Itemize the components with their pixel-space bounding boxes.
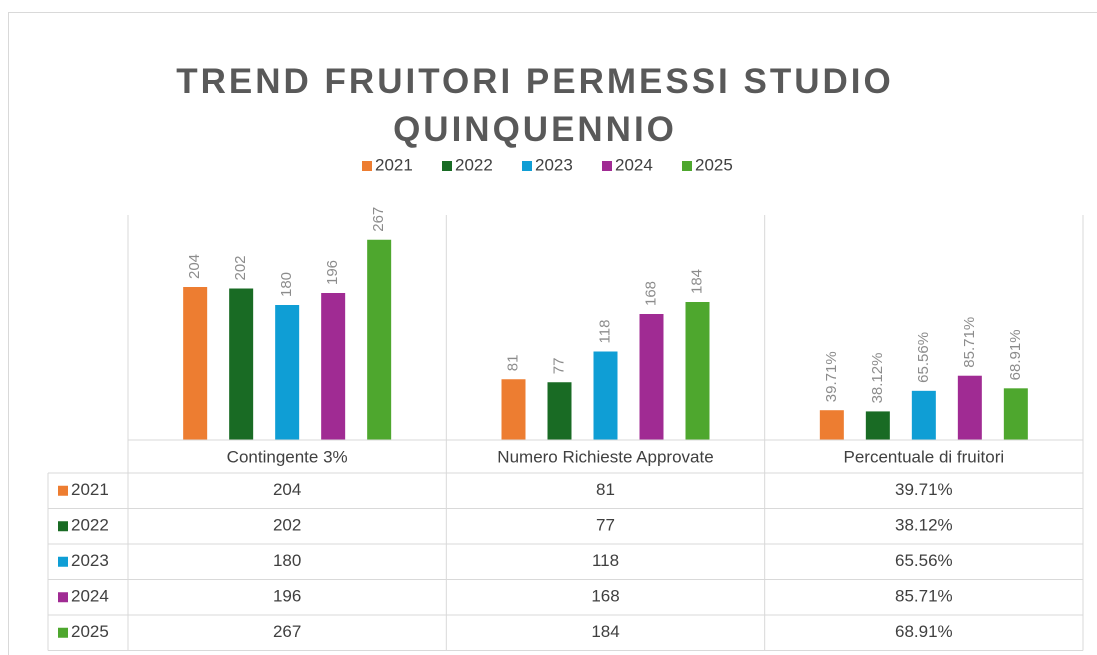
table-cell: 85.71% — [895, 587, 953, 606]
bar — [957, 375, 982, 440]
bar — [685, 302, 710, 440]
bar — [547, 382, 572, 440]
bar — [501, 379, 526, 440]
bar — [911, 390, 936, 440]
bar — [593, 351, 618, 440]
bar — [229, 288, 254, 440]
data-label: 81 — [504, 355, 521, 372]
data-label: 267 — [370, 207, 387, 232]
x-tick-label: Contingente 3% — [227, 447, 348, 466]
table-row-label: 2024 — [71, 587, 109, 606]
bar — [321, 293, 346, 440]
data-label: 68.91% — [1007, 329, 1024, 380]
data-label: 39.71% — [823, 351, 840, 402]
table-cell: 68.91% — [895, 622, 953, 641]
table-cell: 204 — [273, 480, 301, 499]
table-legend-swatch — [58, 521, 68, 532]
data-label: 180 — [278, 272, 295, 297]
bar — [639, 314, 664, 440]
table-cell: 118 — [592, 551, 619, 570]
data-label: 85.71% — [961, 317, 978, 368]
chart-frame — [8, 12, 1097, 655]
legend-label: 2023 — [535, 155, 573, 174]
table-row-label: 2022 — [71, 516, 109, 535]
table-legend-swatch — [58, 592, 68, 603]
table-cell: 81 — [596, 480, 615, 499]
table-legend-swatch — [58, 485, 68, 496]
bar — [183, 287, 208, 440]
legend-swatch — [362, 161, 372, 171]
bar — [865, 411, 890, 440]
table-cell: 168 — [591, 587, 619, 606]
table-cell: 77 — [596, 516, 615, 535]
data-label: 77 — [550, 358, 567, 375]
table-row-label: 2023 — [71, 551, 109, 570]
table-cell: 196 — [273, 587, 301, 606]
legend-label: 2022 — [455, 155, 493, 174]
data-label: 38.12% — [869, 353, 886, 404]
table-row-label: 2025 — [71, 622, 109, 641]
data-label: 168 — [642, 281, 659, 306]
data-label: 184 — [688, 269, 705, 294]
table-cell: 267 — [273, 622, 301, 641]
table-cell: 39.71% — [895, 480, 953, 499]
table-cell: 65.56% — [895, 551, 953, 570]
data-label: 202 — [232, 255, 249, 280]
bar — [275, 305, 300, 440]
data-label: 196 — [324, 260, 341, 285]
table-cell: 38.12% — [895, 516, 953, 535]
bar — [819, 410, 844, 440]
legend-swatch — [442, 161, 452, 171]
chart-title: TREND FRUITORI PERMESSI STUDIO QUINQUENN… — [176, 62, 894, 149]
data-label: 118 — [596, 320, 613, 344]
legend-label: 2025 — [695, 155, 733, 174]
table-cell: 202 — [273, 516, 301, 535]
x-tick-label: Numero Richieste Approvate — [497, 447, 713, 466]
bar — [1003, 388, 1028, 440]
bar — [367, 239, 392, 440]
table-cell: 180 — [273, 551, 301, 570]
x-tick-label: Percentuale di fruitori — [844, 447, 1005, 466]
table-legend-swatch — [58, 627, 68, 638]
data-label: 65.56% — [915, 332, 932, 383]
table-legend-swatch — [58, 556, 68, 567]
legend-swatch — [522, 161, 532, 171]
table-cell: 184 — [591, 622, 619, 641]
legend-swatch — [602, 161, 612, 171]
legend-label: 2021 — [375, 155, 413, 174]
table-row-label: 2021 — [71, 480, 109, 499]
legend-swatch — [682, 161, 692, 171]
legend-label: 2024 — [615, 155, 653, 174]
data-label: 204 — [186, 254, 203, 279]
